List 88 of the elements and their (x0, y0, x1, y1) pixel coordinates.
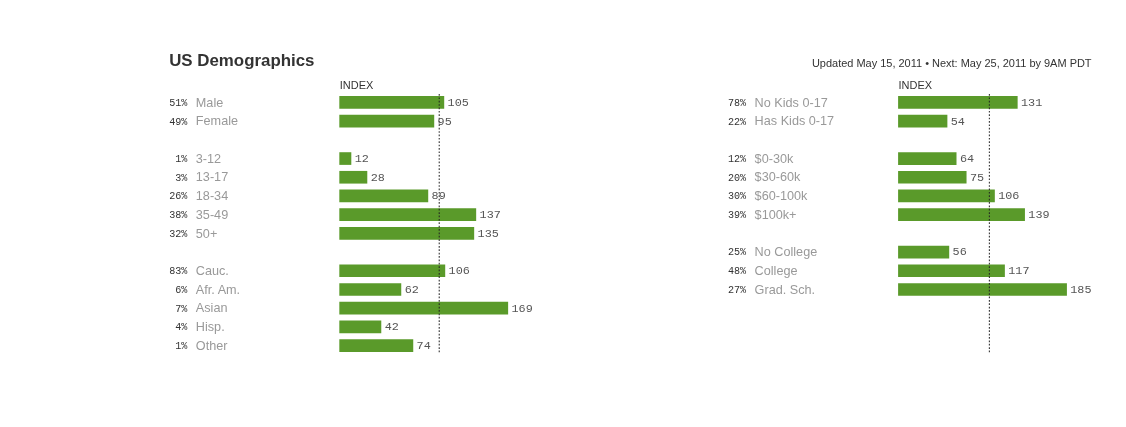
text: 6% (175, 284, 189, 296)
data-label: 135 (477, 226, 499, 241)
data-label: 131 (1021, 95, 1043, 110)
text: 12% (727, 153, 748, 165)
category-label: Has Kids 0-17 (754, 114, 835, 129)
data-label: 169 (511, 301, 533, 316)
bar (339, 320, 382, 334)
bar (898, 170, 967, 184)
bar (339, 339, 414, 352)
category-label: 13-17 (195, 170, 229, 185)
text: 1% (175, 340, 189, 352)
chart-subtitle: Updated May 15, 2011 • Next: May 25, 2011 by 9AM PDT (811, 57, 1092, 70)
x-axis-title: INDEX (898, 78, 933, 91)
category-label: Afr. Am. (195, 282, 241, 297)
bar (339, 189, 429, 203)
bar (339, 170, 368, 184)
text: 3% (175, 172, 189, 184)
data-label: 105 (447, 95, 469, 110)
category-label: $60-100k (754, 189, 808, 204)
x-axis-title: INDEX (339, 78, 374, 91)
category-label: $30-60k (754, 170, 801, 185)
bar (339, 208, 477, 221)
text: 26% (169, 191, 189, 203)
category-label: 18-34 (195, 189, 229, 204)
bar (898, 208, 1025, 221)
data-label: 117 (1008, 264, 1030, 279)
text: 4% (175, 322, 189, 334)
category-label: $0-30k (754, 151, 794, 166)
data-label: 106 (448, 264, 470, 279)
text: 51% (169, 97, 189, 109)
data-label: 89 (431, 189, 446, 204)
text: 49% (169, 116, 189, 128)
data-label: 28 (370, 170, 385, 185)
data-label: 137 (479, 208, 501, 223)
data-label: 12 (354, 151, 369, 166)
bar (339, 264, 446, 278)
text: 39% (727, 210, 748, 222)
bar (898, 189, 995, 203)
category-label: Male (195, 95, 224, 110)
bar (339, 227, 475, 240)
text: 32% (169, 228, 189, 240)
category-label: Asian (195, 301, 228, 316)
bar (339, 283, 402, 296)
data-label: 185 (1070, 282, 1092, 297)
bar (898, 114, 948, 128)
bar (339, 114, 435, 128)
bar (898, 152, 957, 165)
text: 83% (169, 266, 189, 278)
data-label: 106 (998, 189, 1020, 204)
category-label: 50+ (195, 226, 218, 241)
data-label: 74 (416, 338, 431, 353)
category-label: Hisp. (195, 320, 225, 335)
chart-title: US Demographics (169, 51, 315, 71)
data-label: 42 (384, 320, 399, 335)
data-label: 54 (950, 114, 965, 129)
category-label: Cauc. (195, 263, 229, 278)
text: 27% (727, 284, 748, 296)
text: 20% (727, 172, 748, 184)
text: 1% (175, 153, 189, 165)
category-label: $100k+ (754, 207, 797, 222)
bar (339, 301, 509, 315)
data-label: 95 (437, 114, 452, 129)
text: 38% (169, 210, 189, 222)
bar (898, 245, 950, 259)
text: 48% (727, 266, 748, 278)
category-label: No Kids 0-17 (754, 95, 828, 110)
data-label: 56 (952, 245, 967, 260)
category-label: Other (195, 338, 228, 353)
category-label: 35-49 (195, 207, 229, 222)
text: 30% (727, 191, 748, 203)
category-label: No College (754, 245, 818, 260)
bar (898, 96, 1018, 109)
text: 7% (175, 303, 189, 315)
category-label: College (754, 263, 798, 278)
bar (339, 152, 352, 165)
text: 78% (727, 97, 748, 109)
bar (898, 283, 1067, 296)
data-label: 75 (969, 170, 985, 185)
text: 25% (727, 247, 748, 259)
text: 22% (727, 116, 748, 128)
data-label: 62 (404, 282, 419, 297)
data-label: 139 (1028, 208, 1050, 223)
category-label: Female (195, 114, 239, 129)
bar (339, 96, 445, 109)
bar (898, 264, 1005, 278)
data-label: 64 (959, 151, 975, 166)
category-label: Grad. Sch. (754, 282, 816, 297)
category-label: 3-12 (195, 151, 222, 166)
